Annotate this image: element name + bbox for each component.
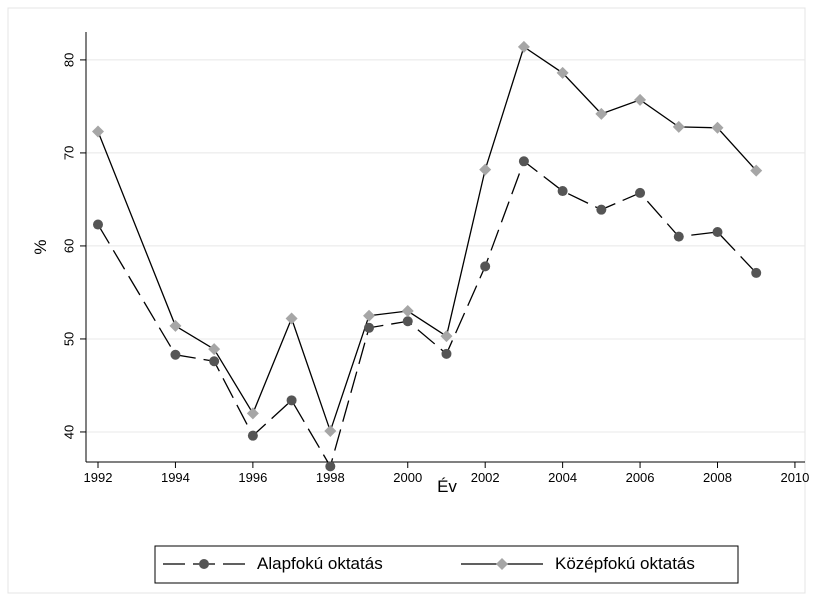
marker xyxy=(750,164,763,177)
marker xyxy=(363,309,376,322)
legend-label: Középfokú oktatás xyxy=(555,554,695,573)
marker xyxy=(672,120,685,133)
marker xyxy=(364,322,375,333)
marker xyxy=(285,312,298,325)
x-axis-title: Év xyxy=(437,477,457,496)
x-tick-label: 2004 xyxy=(548,470,577,485)
marker xyxy=(92,125,105,138)
marker xyxy=(595,107,608,120)
marker xyxy=(401,305,414,318)
x-tick-label: 2002 xyxy=(471,470,500,485)
marker xyxy=(402,316,413,327)
marker xyxy=(199,559,209,569)
x-tick-label: 2008 xyxy=(703,470,732,485)
y-tick-label: 70 xyxy=(61,146,76,160)
marker xyxy=(556,66,569,79)
x-tick-label: 1992 xyxy=(84,470,113,485)
marker xyxy=(93,219,104,230)
x-tick-label: 2010 xyxy=(780,470,809,485)
marker xyxy=(635,187,646,198)
marker xyxy=(286,395,297,406)
marker xyxy=(208,343,221,356)
y-tick-label: 50 xyxy=(61,332,76,346)
marker xyxy=(479,163,492,176)
x-tick-label: 1996 xyxy=(238,470,267,485)
x-tick-label: 2000 xyxy=(393,470,422,485)
marker xyxy=(496,558,508,570)
frame xyxy=(7,7,806,594)
marker xyxy=(517,40,530,53)
marker xyxy=(247,430,258,441)
y-tick-label: 40 xyxy=(61,425,76,439)
x-tick-label: 1998 xyxy=(316,470,345,485)
marker xyxy=(673,231,684,242)
marker xyxy=(440,330,453,343)
legend xyxy=(154,545,739,584)
marker xyxy=(169,319,182,332)
y-tick-label: 80 xyxy=(61,53,76,67)
marker xyxy=(325,461,336,472)
marker xyxy=(634,93,647,106)
marker xyxy=(246,407,259,420)
marker xyxy=(596,204,607,215)
marker xyxy=(712,226,723,237)
x-tick-label: 2006 xyxy=(626,470,655,485)
y-axis-title: % xyxy=(31,239,50,254)
marker xyxy=(170,349,181,360)
y-tick-label: 60 xyxy=(61,239,76,253)
marker xyxy=(209,356,220,367)
marker xyxy=(711,121,724,134)
marker xyxy=(557,186,568,197)
marker xyxy=(441,348,452,359)
marker xyxy=(751,267,762,278)
marker xyxy=(480,261,491,272)
marker xyxy=(324,425,337,438)
legend-label: Alapfokú oktatás xyxy=(257,554,383,573)
marker xyxy=(518,156,529,167)
x-tick-label: 1994 xyxy=(161,470,190,485)
